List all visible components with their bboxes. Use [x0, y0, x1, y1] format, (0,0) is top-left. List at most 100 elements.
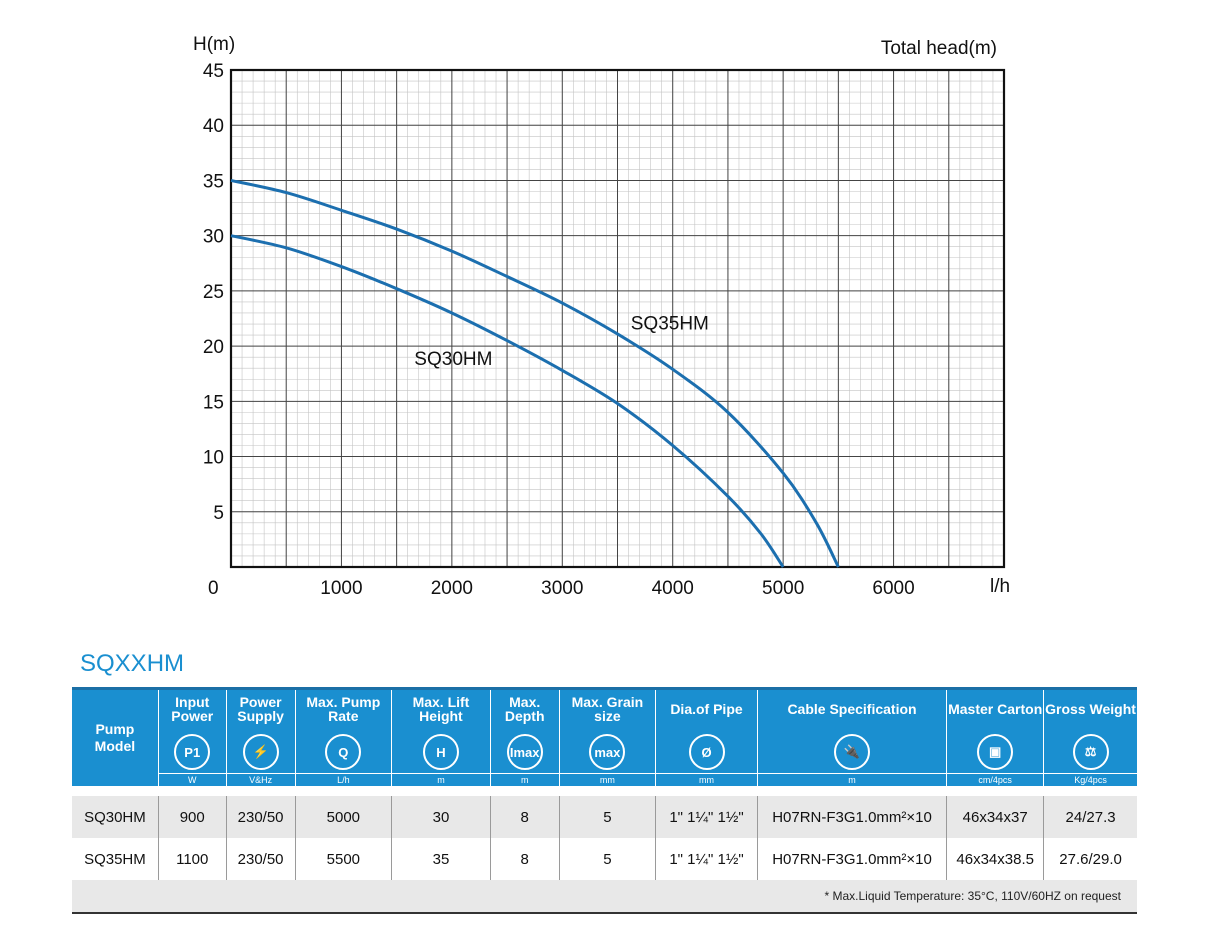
column-header: Max. Depth [489, 687, 560, 728]
spec-icon: Q [325, 734, 362, 770]
x-tick-label: 5000 [762, 578, 804, 599]
column-icon-cell: P1 W [157, 728, 227, 786]
table-cell: SQ30HM [72, 796, 159, 838]
table-cell: 46x34x37 [946, 796, 1044, 838]
column-icon-cell: ▣ cm/4pcs [946, 728, 1044, 786]
column-header: Max. Pump Rate [294, 687, 392, 728]
y-tick-label: 35 [203, 171, 224, 192]
chart-ticks: 5 10 15 20 25 30 35 40 45 1000 2000 3000 4000 5000 600… [203, 61, 915, 599]
column-header: Max. Grain size [558, 687, 656, 728]
x-tick-label: 3000 [541, 578, 583, 599]
spec-icon: ⚡ [242, 734, 279, 770]
table-cell: 1" 1¼" 1½" [655, 796, 758, 838]
unit-label: Kg/4pcs [1044, 773, 1137, 785]
table-cell: 5500 [294, 838, 392, 880]
table-cell: 1" 1¼" 1½" [655, 838, 758, 880]
column-header: Gross Weight [1043, 687, 1137, 728]
table-cell: 5000 [294, 796, 392, 838]
chart-title: Total head(m) [881, 38, 997, 59]
table-cell: 8 [489, 796, 560, 838]
spec-icon: Imax [506, 734, 543, 770]
column-header: Master Carton [946, 687, 1044, 728]
chart-y-axis-label: H(m) [193, 34, 235, 55]
y-tick-label: 5 [213, 503, 224, 524]
column-icon-cell: ⚖ Kg/4pcs [1043, 728, 1137, 786]
table-cell: SQ35HM [84, 850, 146, 868]
table-cell: 1100 [157, 838, 227, 880]
table-cell: 35 [391, 838, 491, 880]
y-tick-label: 30 [203, 227, 224, 248]
table-header-row: Pump Model Input Power Power Supply Max. P… [72, 687, 1137, 786]
unit-label: cm/4pcs [947, 773, 1044, 785]
series-line-sq35hm [230, 178, 840, 568]
spec-table: Pump Model Input Power Power Supply Max. P… [72, 687, 1137, 914]
unit-label: mm [656, 773, 757, 785]
column-header: Cable Specification [756, 687, 947, 728]
spec-icon: Ø [688, 734, 725, 770]
spec-icon: max [589, 734, 626, 770]
pump-model-header-label: Pump Model [94, 721, 136, 754]
unit-label: m [490, 773, 559, 785]
column-icon-cell: ⚡ V&Hz [225, 728, 296, 786]
column-header: Input Power [157, 687, 227, 728]
table-cell: 230/50 [225, 838, 296, 880]
table-cell: 24/27.3 [1043, 796, 1137, 838]
series-title: SQXXHM [80, 650, 185, 677]
unit-label: W [158, 773, 226, 785]
table-row: SQ30HM 900 230/50 5000 30 8 5 1" 1¼" 1½" H07RN-F… [72, 796, 1137, 838]
column-icon-cell: max mm [558, 728, 656, 786]
spec-icon: P1 [174, 734, 211, 770]
chart-curves: SQ30HM SQ35HM [230, 178, 840, 568]
table-cell: H07RN-F3G1.0mm²×10 [756, 838, 947, 880]
table-cell: 46x34x38.5 [946, 838, 1044, 880]
table-cell: 900 [157, 796, 227, 838]
column-header: Max. Lift Height [391, 687, 491, 728]
performance-chart: SQ30HM SQ35HM 5 10 15 20 25 30 35 40 45 1000 2000 30… [193, 34, 1010, 599]
y-tick-label: 25 [203, 282, 224, 303]
spec-icon: ⚖ [1072, 734, 1109, 770]
chart-major-grid [230, 69, 1005, 568]
y-tick-label: 45 [203, 61, 224, 82]
x-tick-label: 6000 [872, 578, 914, 599]
series-label-sq30hm: SQ30HM [414, 349, 492, 370]
table-cell: 230/50 [225, 796, 296, 838]
x-tick-label: 2000 [431, 578, 473, 599]
unit-label: m [392, 773, 490, 785]
chart-origin-label: 0 [208, 578, 219, 599]
unit-label: V&Hz [226, 773, 295, 785]
table-cell: 5 [558, 838, 656, 880]
table-cell: H07RN-F3G1.0mm²×10 [756, 796, 947, 838]
x-tick-label: 1000 [320, 578, 362, 599]
footnote: * Max.Liquid Temperature: 35°C, 110V/60H… [72, 880, 1137, 914]
table-cell: 27.6/29.0 [1043, 838, 1137, 880]
table-row: SQ35HM 1100 230/50 5500 35 8 5 1" 1¼" 1½" H07RN-… [72, 838, 1137, 880]
column-icon-cell: Imax m [489, 728, 560, 786]
pump-model-header: Pump Model [72, 687, 159, 786]
y-tick-label: 15 [203, 392, 224, 413]
unit-label: m [757, 773, 947, 785]
column-header: Dia.of Pipe [655, 687, 758, 728]
table-cell: 5 [558, 796, 656, 838]
unit-label: L/h [295, 773, 392, 785]
y-tick-label: 20 [203, 337, 224, 358]
spec-icon: H [422, 734, 459, 770]
spec-icon: ▣ [977, 734, 1014, 770]
table-note-row: * Max.Liquid Temperature: 35°C, 110V/60H… [72, 880, 1137, 914]
series-label-sq35hm: SQ35HM [631, 314, 709, 335]
x-tick-label: 4000 [652, 578, 694, 599]
series-line-sq30hm [230, 234, 785, 568]
chart-frame [229, 68, 1006, 569]
unit-label: mm [559, 773, 656, 785]
column-header: Power Supply [225, 687, 296, 728]
column-icon-cell: 🔌 m [756, 728, 947, 786]
y-tick-label: 10 [203, 448, 224, 469]
table-cell: 30 [391, 796, 491, 838]
table-cell: 8 [489, 838, 560, 880]
column-icon-cell: Q L/h [294, 728, 392, 786]
chart-x-axis-label: l/h [990, 576, 1010, 597]
spec-icon: 🔌 [834, 734, 871, 770]
y-tick-label: 40 [203, 116, 224, 137]
